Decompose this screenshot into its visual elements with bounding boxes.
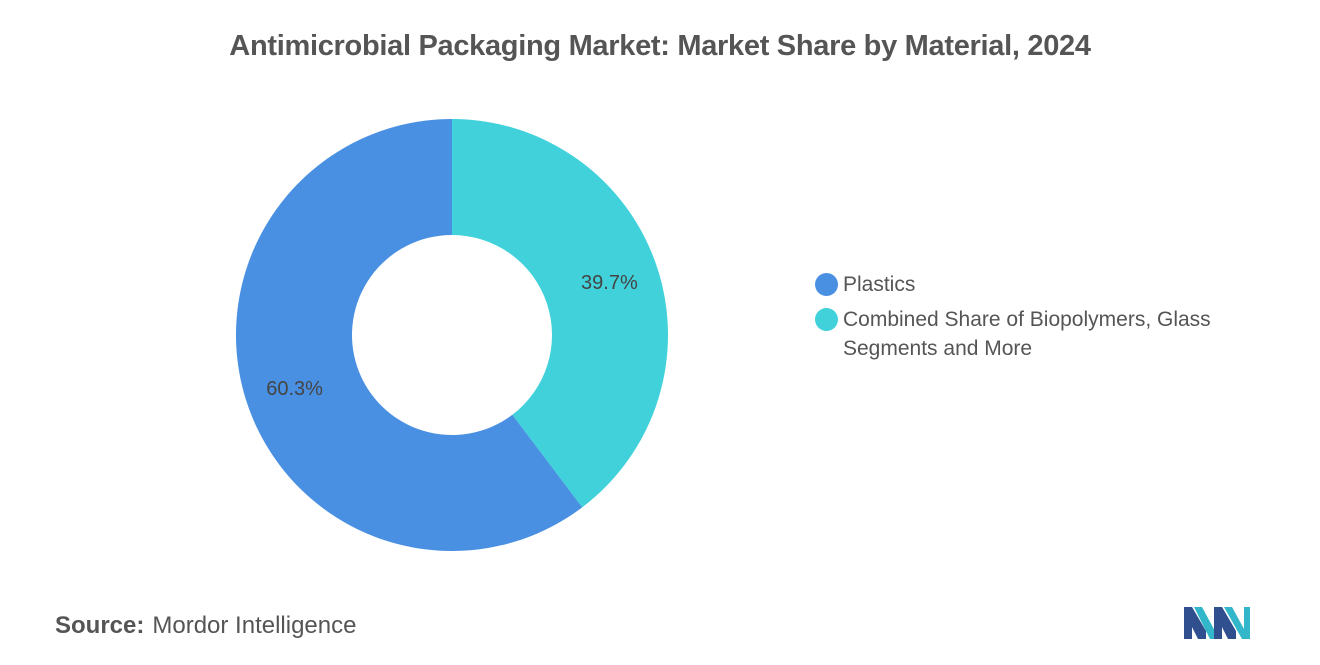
legend-item-combined: Combined Share of Biopolymers, Glass Seg… — [815, 305, 1255, 363]
source-value: Mordor Intelligence — [152, 612, 357, 639]
legend-swatch-combined — [815, 308, 838, 331]
source-note: Source: Mordor Intelligence — [55, 612, 356, 640]
source-label: Source: — [55, 612, 145, 639]
chart-title: Antimicrobial Packaging Market: Market S… — [229, 30, 1091, 62]
donut-slice-labels: 39.7% 60.3% — [266, 272, 638, 400]
donut-slice-combined — [452, 119, 668, 508]
slice-label-combined: 39.7% — [581, 272, 638, 294]
chart-legend: Plastics Combined Share of Biopolymers, … — [815, 270, 1255, 369]
mordor-intelligence-logo-icon — [1184, 603, 1250, 644]
legend-label-plastics: Plastics — [843, 273, 916, 296]
slice-label-plastics: 60.3% — [266, 378, 323, 400]
legend-item-plastics: Plastics — [815, 270, 1255, 299]
legend-label-combined: Combined Share of Biopolymers, Glass Seg… — [843, 308, 1211, 360]
legend-swatch-plastics — [815, 273, 838, 296]
donut-slice-plastics — [235, 119, 583, 551]
donut-slices — [235, 119, 668, 551]
